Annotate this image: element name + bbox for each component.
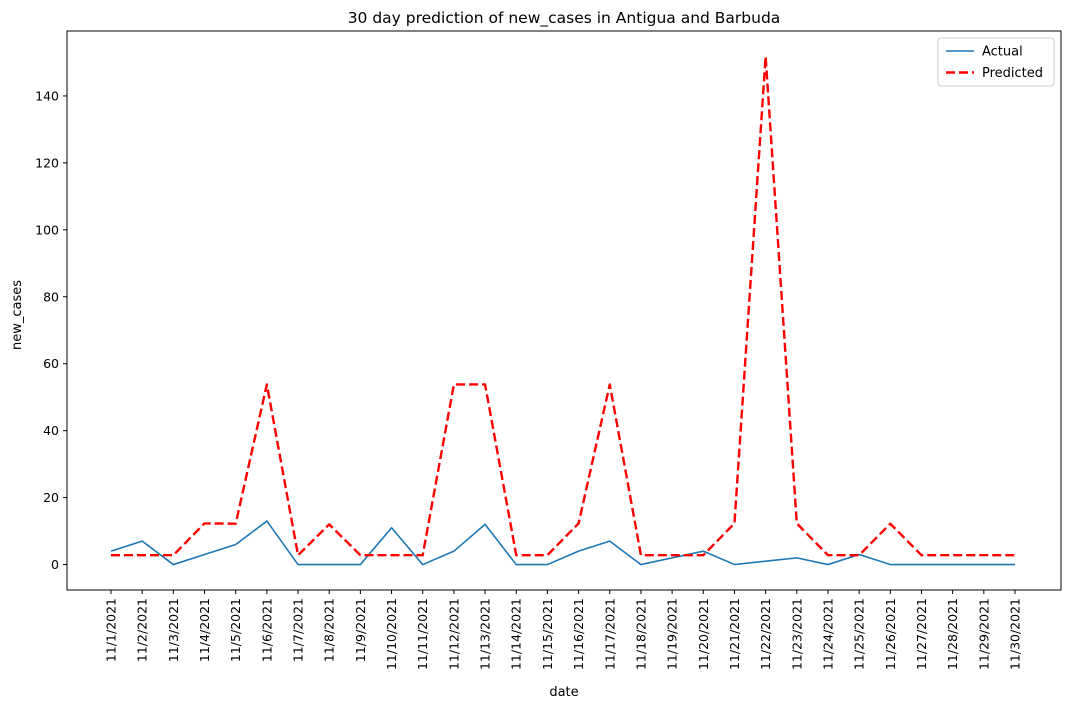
- x-tick-label: 11/5/2021: [228, 598, 243, 662]
- x-tick-label: 11/11/2021: [415, 598, 430, 670]
- x-tick-label: 11/28/2021: [945, 598, 960, 670]
- x-tick-label: 11/10/2021: [384, 598, 399, 670]
- x-tick-label: 11/8/2021: [322, 598, 337, 662]
- y-tick-label: 0: [51, 557, 59, 572]
- plot-frame: [66, 30, 1062, 591]
- y-tick-label: 20: [43, 490, 59, 505]
- x-tick-label: 11/23/2021: [789, 598, 804, 670]
- legend: Actual Predicted: [937, 37, 1055, 87]
- x-tick-label: 11/21/2021: [727, 598, 742, 670]
- x-tick-label: 11/16/2021: [571, 598, 586, 670]
- series-line-predicted: [111, 55, 1015, 557]
- x-tick-label: 11/29/2021: [976, 598, 991, 670]
- x-tick-label: 11/7/2021: [291, 598, 306, 662]
- x-tick-label: 11/14/2021: [509, 598, 524, 670]
- y-tick-label: 120: [35, 155, 59, 170]
- x-tick-label: 11/3/2021: [166, 598, 181, 662]
- x-tick-label: 11/20/2021: [696, 598, 711, 670]
- y-tick-label: 40: [43, 423, 59, 438]
- x-tick-label: 11/15/2021: [540, 598, 555, 670]
- legend-label-predicted: Predicted: [982, 66, 1043, 81]
- x-tick-label: 11/6/2021: [259, 598, 274, 662]
- x-tick-label: 11/19/2021: [665, 598, 680, 670]
- x-tick-label: 11/13/2021: [478, 598, 493, 670]
- x-tick-label: 11/18/2021: [633, 598, 648, 670]
- x-tick-label: 11/4/2021: [197, 598, 212, 662]
- x-tick-label: 11/2/2021: [135, 598, 150, 662]
- x-tick-label: 11/9/2021: [353, 598, 368, 662]
- y-axis-label: new_cases: [10, 280, 25, 350]
- x-axis-label: date: [549, 685, 578, 700]
- legend-label-actual: Actual: [982, 45, 1023, 60]
- x-tick-label: 11/27/2021: [914, 598, 929, 670]
- x-tick-label: 11/30/2021: [1008, 598, 1023, 670]
- chart-title: 30 day prediction of new_cases in Antigu…: [348, 9, 781, 28]
- x-tick-label: 11/17/2021: [602, 598, 617, 670]
- legend-box: [937, 37, 1055, 87]
- y-tick-label: 100: [35, 222, 59, 237]
- x-tick-label: 11/22/2021: [758, 598, 773, 670]
- x-tick-label: 11/12/2021: [446, 598, 461, 670]
- y-tick-label: 80: [43, 289, 59, 304]
- x-tick-label: 11/25/2021: [852, 598, 867, 670]
- y-tick-label: 60: [43, 356, 59, 371]
- x-tick-label: 11/24/2021: [820, 598, 835, 670]
- y-tick-label: 140: [35, 88, 59, 103]
- x-tick-label: 11/26/2021: [883, 598, 898, 670]
- x-tick-label: 11/1/2021: [104, 598, 119, 662]
- series-line-actual: [110, 520, 1015, 566]
